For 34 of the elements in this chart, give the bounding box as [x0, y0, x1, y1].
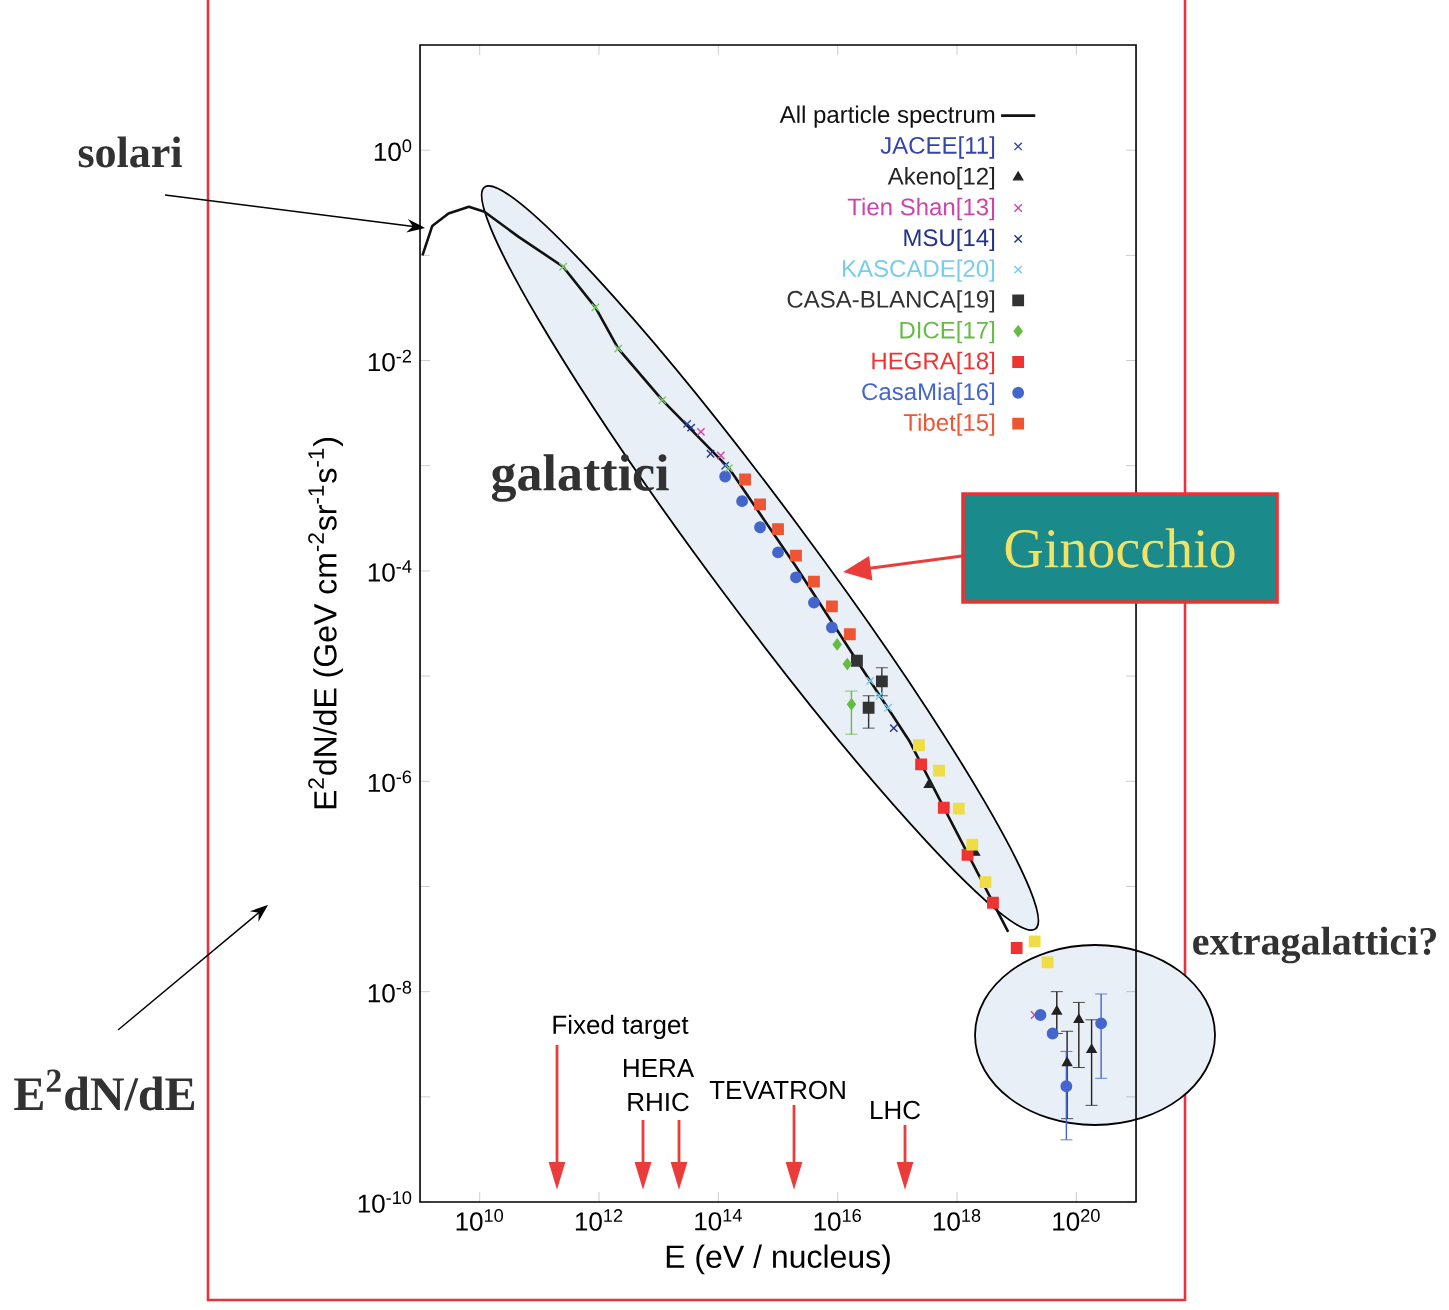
- x-axis-title: E (eV / nucleus): [666, 1244, 890, 1275]
- annotation: RHIC: [628, 1092, 689, 1112]
- legend-label: Akeno[12]: [887, 167, 995, 190]
- legend-label: MSU[14]: [904, 228, 995, 251]
- x-tick-label: 10$^{16}$: [814, 1209, 861, 1231]
- y-tick-label: 10$^{0}$: [374, 139, 412, 162]
- legend-label: KASCADE[20]: [843, 259, 995, 282]
- x-tick-label: 10$^{14}$: [695, 1209, 742, 1231]
- y-tick-label: 10$^{-6}$: [368, 770, 412, 793]
- y-tick-label: 10$^{-4}$: [368, 560, 412, 582]
- annotation: TEVATRON: [709, 1080, 845, 1100]
- legend-label: Tien Shan[13]: [847, 197, 995, 221]
- y-tick-label: 10$^{-8}$: [368, 980, 412, 1003]
- text: E$^{2}$dN/dE: [14, 1069, 195, 1111]
- legend-label: CasaMia[16]: [862, 382, 995, 405]
- legend-label: CASA-BLANCA[19]: [787, 290, 995, 313]
- text: solari: [78, 136, 182, 168]
- x-tick-label: 10$^{10}$: [456, 1209, 504, 1231]
- y-tick-label: 10$^{-2}$: [368, 349, 412, 372]
- x-tick-label: 10$^{18}$: [933, 1209, 981, 1231]
- annotation: LHC: [871, 1100, 921, 1120]
- annotation: HERA: [624, 1059, 695, 1077]
- legend-label: HEGRA[18]: [872, 351, 995, 375]
- text: extragalattici?: [1193, 926, 1436, 964]
- x-tick-label: 10$^{20}$: [1053, 1209, 1100, 1231]
- annotation: Fixed target: [553, 1014, 689, 1040]
- y-tick-label: 10$^{-10}$: [358, 1191, 412, 1213]
- legend-label: Tibet[15]: [903, 413, 995, 436]
- annotation: Ginocchio: [1005, 528, 1235, 568]
- legend-label: All particle spectrum: [779, 105, 995, 128]
- legend-label: JACEE[11]: [880, 136, 995, 159]
- x-tick-label: 10$^{12}$: [575, 1209, 623, 1231]
- text: E$^{2}$dN/dE (GeV cm$^{-2}$sr$^{-1}$s$^{-1}$): [308, 438, 343, 809]
- legend-label: DICE[17]: [900, 321, 995, 344]
